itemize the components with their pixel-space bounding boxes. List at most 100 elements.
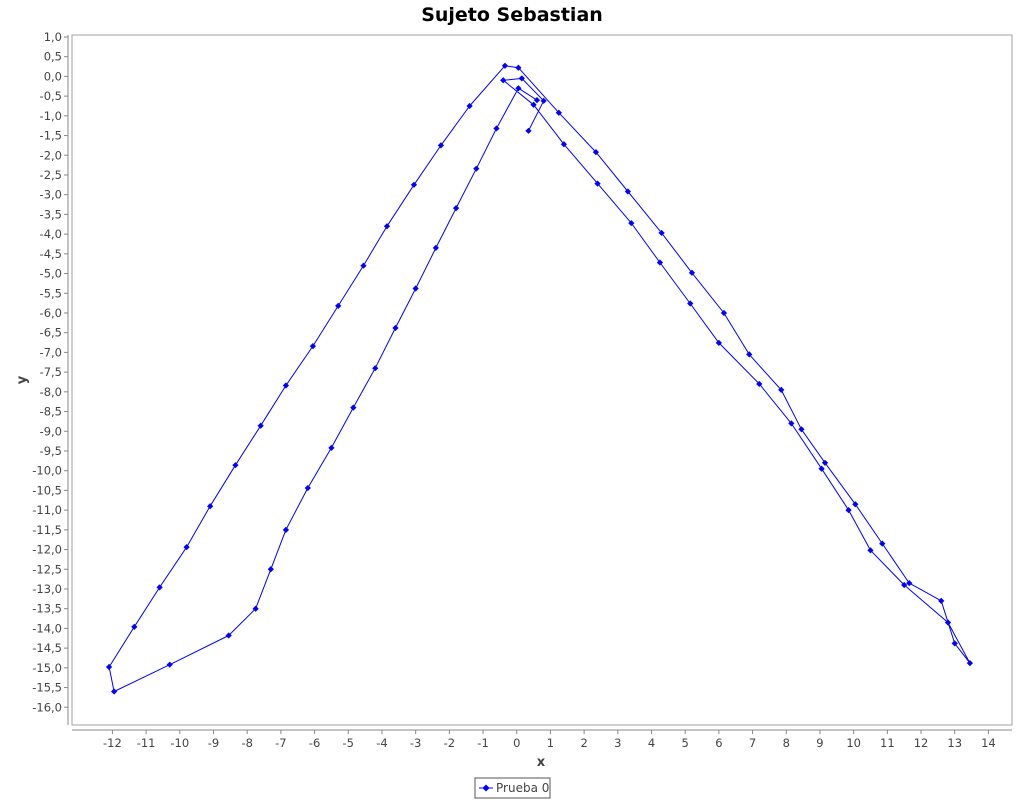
data-point: [951, 640, 958, 647]
data-point: [410, 181, 418, 188]
x-tick-label: 4: [648, 736, 655, 750]
x-tick-label: -3: [410, 736, 421, 750]
data-point: [788, 420, 795, 427]
legend-marker-swatch: [482, 784, 490, 792]
data-point: [267, 566, 274, 573]
y-tick-label: -5,5: [40, 286, 62, 300]
y-tick-label: -6,0: [40, 306, 62, 320]
y-tick-label: -16,0: [32, 700, 62, 714]
y-tick-label: 0,5: [44, 50, 62, 64]
legend-label: Prueba 0: [496, 781, 549, 795]
data-point: [656, 259, 664, 266]
y-axis-ticks: 1,0 0,5 0,0 -0,5 -1,0 -1,5 -2,0 -2,5 -3,0 -3,5 -4,…: [32, 30, 68, 714]
y-tick-label: -10,5: [32, 483, 62, 497]
y-axis-title: y: [15, 375, 30, 384]
x-tick-label: 5: [682, 736, 689, 750]
data-point: [756, 380, 763, 388]
x-tick-label: -4: [376, 736, 387, 750]
x-tick-label: 6: [715, 736, 722, 750]
x-tick-label: 11: [880, 736, 895, 750]
x-tick-label: 8: [783, 736, 790, 750]
y-tick-label: -7,5: [40, 365, 62, 379]
x-tick-label: 14: [981, 736, 996, 750]
legend: Prueba 0: [474, 777, 551, 799]
data-point: [688, 269, 696, 276]
data-point: [867, 547, 874, 554]
x-tick-label: -9: [208, 736, 219, 750]
legend-box: [474, 777, 551, 799]
y-tick-label: -11,0: [32, 503, 62, 517]
y-tick-label: -9,5: [40, 444, 62, 458]
y-tick-label: -8,5: [40, 405, 62, 419]
x-tick-label: 2: [580, 736, 587, 750]
data-point: [555, 109, 562, 116]
y-tick-label: -12,0: [32, 543, 62, 557]
data-point: [901, 581, 908, 589]
x-tick-label: -7: [275, 736, 286, 750]
data-point: [938, 597, 945, 604]
y-tick-label: -2,0: [40, 148, 62, 162]
x-tick-label: -11: [137, 736, 156, 750]
y-tick-label: -11,5: [32, 523, 62, 537]
y-tick-label: -14,5: [32, 641, 62, 655]
x-tick-label: 1: [547, 736, 554, 750]
y-tick-label: -3,5: [40, 207, 62, 221]
x-tick-label: -5: [343, 736, 354, 750]
x-tick-label: 12: [914, 736, 929, 750]
plot-area: [71, 34, 1013, 726]
x-tick-label: 0: [513, 736, 520, 750]
x-tick-label: 3: [614, 736, 621, 750]
data-point: [906, 579, 913, 587]
data-point: [592, 148, 600, 156]
data-point: [966, 659, 974, 667]
y-tick-label: -13,0: [32, 582, 62, 596]
y-tick-label: -14,0: [32, 621, 62, 635]
x-tick-label: 7: [749, 736, 756, 750]
data-point: [845, 506, 852, 514]
x-tick-label: 9: [816, 736, 823, 750]
x-axis-title: x: [537, 755, 546, 770]
x-tick-label: -6: [309, 736, 320, 750]
y-tick-label: -10,0: [32, 464, 62, 478]
y-tick-label: 1,0: [44, 30, 62, 44]
data-point: [412, 285, 419, 292]
y-tick-label: -3,0: [40, 188, 62, 202]
data-point: [131, 623, 138, 630]
y-tick-label: -7,0: [40, 345, 62, 359]
y-tick-label: -4,5: [40, 247, 62, 261]
data-point: [720, 309, 728, 317]
y-tick-label: -0,5: [40, 89, 62, 103]
y-tick-label: -15,0: [32, 661, 62, 675]
data-point: [746, 351, 753, 358]
y-tick-label: 0,0: [44, 69, 62, 83]
data-point: [282, 526, 290, 533]
data-point: [383, 223, 391, 230]
y-tick-label: -4,0: [40, 227, 62, 241]
y-tick-label: -8,0: [40, 385, 62, 399]
data-point: [372, 365, 379, 372]
y-tick-label: -13,5: [32, 602, 62, 616]
y-tick-label: -6,5: [40, 326, 62, 340]
y-tick-label: -1,0: [40, 109, 62, 123]
x-tick-label: -8: [241, 736, 252, 750]
y-tick-label: -12,5: [32, 562, 62, 576]
data-point: [350, 404, 357, 411]
y-tick-label: -1,5: [40, 129, 62, 143]
y-tick-label: -2,5: [40, 168, 62, 182]
data-point: [335, 302, 342, 309]
y-tick-label: -9,0: [40, 424, 62, 438]
x-tick-label: -2: [444, 736, 455, 750]
x-tick-label: 13: [947, 736, 962, 750]
x-tick-label: -1: [477, 736, 488, 750]
x-tick-label: -12: [103, 736, 122, 750]
x-tick-label: -10: [170, 736, 189, 750]
data-point: [166, 661, 173, 668]
data-point: [944, 619, 952, 626]
x-tick-label: 10: [846, 736, 861, 750]
y-tick-label: -15,5: [32, 681, 62, 695]
data-point: [282, 382, 290, 389]
data-point: [328, 444, 335, 451]
series-layer: [105, 62, 974, 695]
